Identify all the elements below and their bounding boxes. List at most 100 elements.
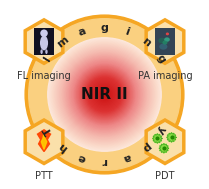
Text: i: i	[123, 26, 130, 37]
Circle shape	[40, 29, 48, 37]
Circle shape	[77, 67, 132, 122]
Circle shape	[68, 58, 141, 131]
Text: T: T	[42, 124, 54, 136]
Circle shape	[48, 39, 161, 150]
Circle shape	[86, 76, 123, 113]
Polygon shape	[153, 134, 162, 143]
Circle shape	[67, 57, 142, 132]
Circle shape	[91, 81, 118, 108]
Circle shape	[70, 60, 139, 129]
Circle shape	[94, 84, 115, 105]
Circle shape	[99, 89, 110, 100]
Circle shape	[57, 47, 152, 142]
Text: h: h	[57, 140, 69, 153]
Circle shape	[95, 85, 114, 104]
Circle shape	[81, 71, 128, 118]
Bar	[155, 28, 175, 55]
Circle shape	[80, 70, 129, 119]
Circle shape	[102, 92, 107, 97]
Circle shape	[65, 56, 144, 133]
Circle shape	[73, 63, 136, 126]
Circle shape	[97, 87, 112, 102]
Text: FL imaging: FL imaging	[17, 71, 71, 81]
Circle shape	[88, 77, 121, 112]
Circle shape	[83, 73, 126, 116]
Circle shape	[92, 82, 117, 107]
Circle shape	[82, 72, 127, 117]
Circle shape	[52, 42, 157, 147]
Circle shape	[60, 50, 149, 139]
Circle shape	[62, 52, 147, 137]
Circle shape	[76, 66, 133, 123]
Circle shape	[50, 40, 159, 149]
Circle shape	[78, 68, 131, 121]
Circle shape	[98, 88, 111, 101]
Polygon shape	[146, 20, 184, 63]
Ellipse shape	[164, 37, 170, 42]
Text: PTT: PTT	[35, 171, 53, 181]
Circle shape	[29, 19, 180, 170]
Circle shape	[54, 43, 155, 146]
Text: p: p	[140, 140, 152, 153]
Text: m: m	[55, 35, 70, 50]
Ellipse shape	[45, 49, 48, 54]
Circle shape	[75, 65, 134, 124]
Text: NIR II: NIR II	[81, 87, 128, 102]
Circle shape	[66, 56, 143, 133]
Circle shape	[83, 73, 126, 116]
Circle shape	[100, 90, 109, 99]
Circle shape	[58, 48, 151, 141]
Ellipse shape	[166, 33, 169, 35]
Circle shape	[65, 55, 144, 134]
Circle shape	[59, 48, 150, 141]
Circle shape	[92, 82, 117, 107]
Ellipse shape	[40, 36, 48, 50]
Circle shape	[90, 80, 119, 109]
Text: g: g	[155, 53, 167, 65]
Text: y: y	[155, 124, 167, 136]
Circle shape	[75, 65, 134, 124]
Circle shape	[63, 53, 146, 136]
Circle shape	[79, 69, 130, 120]
Circle shape	[93, 83, 116, 106]
Text: n: n	[140, 36, 152, 49]
Text: a: a	[121, 151, 132, 163]
Circle shape	[74, 64, 135, 125]
Text: PA imaging: PA imaging	[138, 71, 192, 81]
Bar	[34, 28, 54, 55]
Polygon shape	[37, 130, 51, 152]
Circle shape	[49, 39, 160, 150]
Circle shape	[48, 38, 161, 151]
Circle shape	[89, 79, 120, 110]
Circle shape	[54, 44, 155, 145]
Circle shape	[80, 70, 129, 119]
Ellipse shape	[162, 41, 167, 45]
Text: r: r	[102, 156, 107, 166]
Polygon shape	[25, 20, 63, 63]
Polygon shape	[159, 143, 169, 153]
Polygon shape	[41, 133, 47, 149]
Circle shape	[78, 68, 131, 122]
Circle shape	[51, 41, 158, 148]
Circle shape	[87, 77, 122, 112]
Circle shape	[73, 63, 136, 126]
Circle shape	[103, 93, 106, 96]
Circle shape	[96, 86, 113, 103]
Circle shape	[51, 41, 158, 148]
Circle shape	[95, 85, 114, 104]
Circle shape	[85, 75, 124, 114]
Ellipse shape	[159, 44, 167, 50]
Circle shape	[59, 49, 150, 140]
Circle shape	[97, 87, 112, 102]
Circle shape	[88, 78, 121, 111]
Circle shape	[104, 94, 105, 95]
Circle shape	[61, 51, 148, 138]
Circle shape	[90, 80, 119, 109]
Circle shape	[99, 90, 110, 99]
Circle shape	[56, 46, 153, 143]
Text: a: a	[77, 26, 88, 38]
Circle shape	[55, 45, 154, 144]
Text: e: e	[77, 151, 88, 163]
Circle shape	[72, 62, 137, 127]
Text: g: g	[101, 23, 108, 33]
